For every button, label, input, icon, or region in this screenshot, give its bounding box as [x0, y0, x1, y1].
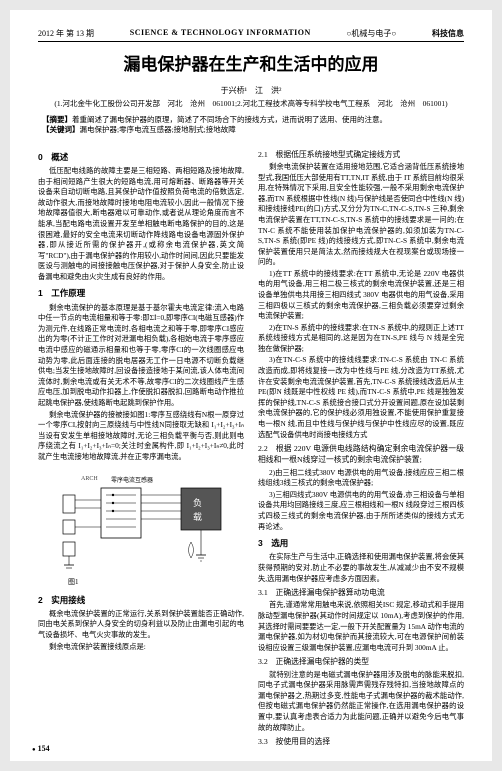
s22-p2: 3)三相四线式380V 电源供电的的用气设备,亦三相设备与单相设备共用均回路接线…	[258, 490, 464, 532]
header-right: 科技信息	[432, 28, 464, 39]
fig1-caption: 图1	[68, 577, 244, 587]
s22-heading: 2.2 根据 220V 电源供电线路结构确定剩余电流保护器一级相线和一根N线穿过…	[258, 443, 464, 466]
svg-text:ARCH: ARCH	[81, 476, 98, 482]
s21-p4: 3)在TN-C-S 系统中的接线线要求:TN-C-S 系统由 TN-C 系统改造…	[258, 355, 464, 440]
svg-text:零序电流互感器: 零序电流互感器	[111, 476, 153, 484]
s3-heading: 3 选用	[258, 537, 464, 549]
s3-p1: 在实际生产与生活中,正确选择和使用漏电保护装置,将会使其获得预期的安对,防止不必…	[258, 552, 464, 584]
s0-p1: 低压配电线路的故障主要是三相短路、两相短路及接地故障,由于相间短路产生很大的短路…	[38, 166, 244, 282]
s2-p1: 概余电流保护装置的正常运行,关系到保护装置能否正确动作,同由电关系到保护人身安全…	[38, 609, 244, 641]
s21-p3: 2)在TN-S 系统中的接线要求:在TN-S 系统中,的规则正上述TT系统线接线…	[258, 323, 464, 355]
abstract-label: 【摘要】	[42, 115, 72, 124]
right-column: 2.1 根据低压系统接地型式确定接线方式 剩余电流保护装置在适用接地范围,它适合…	[258, 146, 464, 750]
s31-p1: 首先,谨通常常用触电来说,依照相关ISC 规定,移动式和手提用脉动型漏电保护器(…	[258, 600, 464, 653]
figure-1: ARCH 零序电流互感器	[38, 470, 244, 587]
s31-heading: 3.1 正确选择漏电保护器算动功电流	[258, 587, 464, 598]
s33-heading: 3.3 按使用目的选择	[258, 736, 464, 747]
s1-p2: 剩余电流保护器的接被接如图1:零序互感绕线有N根一原穿过一个零序CI,按射向三原…	[38, 410, 244, 463]
authors: 于兴桥¹ 江 洪²	[38, 85, 464, 96]
left-column: 0 概述 低压配电线路的故障主要是三相短路、两相短路及接地故障,由于相间短路产生…	[38, 146, 244, 750]
svg-text:载: 载	[193, 511, 202, 522]
abstract-block: 【摘要】着重阐述了漏电保护器的原理，简述了不同场合下的接线方式，进而说明了选用、…	[38, 115, 464, 136]
s21-p1: 剩余电流保护装置在适用接地范围,它适合涵背低压系统接地型式,我国低压大部使用有T…	[258, 162, 464, 268]
keywords-label: 【关键词】	[42, 125, 80, 134]
s1-p1: 剩余电流保护的基本原理是基于基尔霍夫电流定律:流入电路中任一节点的电流相量和等于…	[38, 303, 244, 409]
header-tag: ○机械与电子○	[347, 28, 397, 39]
s32-p1: 就特别注意的是电磁式漏电保护器用涉及脱电的脉能来脱扣,同电子式漏电保护器采用脉需…	[258, 670, 464, 733]
keywords-text: 漏电保护器;零序电流互感器;接地制式;接地故障	[80, 125, 236, 134]
s22-p1: 2)由三相二线式380V 电源供电的用气设备,接线应应三相二根线组线3线三核式的…	[258, 468, 464, 489]
svg-text:负: 负	[193, 497, 202, 508]
s1-heading: 1 工作原理	[38, 287, 244, 299]
s32-heading: 3.2 正确选择漏电保护器的类型	[258, 656, 464, 667]
header-row: 2012 年 第 13 期 SCIENCE & TECHNOLOGY INFOR…	[38, 28, 464, 42]
header-left: 2012 年 第 13 期	[38, 28, 94, 39]
body-columns: 0 概述 低压配电线路的故障主要是三相短路、两相短路及接地故障,由于相间短路产生…	[38, 146, 464, 750]
circuit-diagram: ARCH 零序电流互感器	[51, 470, 231, 575]
s0-heading: 0 概述	[38, 151, 244, 163]
article-title: 漏电保护器在生产和生活中的应用	[38, 50, 464, 75]
affiliations: (1.河北金牛化工股份公司开发部 河北 沧州 061001;2.河北工程技术高等…	[38, 99, 464, 109]
page-container: 2012 年 第 13 期 SCIENCE & TECHNOLOGY INFOR…	[10, 10, 492, 761]
page-number: 154	[32, 744, 50, 753]
s2-p2: 剩余电流保护装置接线原点是:	[38, 642, 244, 653]
s21-heading: 2.1 根据低压系统接地型式确定接线方式	[258, 149, 464, 160]
header-center: SCIENCE & TECHNOLOGY INFORMATION	[130, 28, 311, 39]
abstract-text: 着重阐述了漏电保护器的原理，简述了不同场合下的接线方式，进而说明了选用、使用的注…	[72, 115, 387, 124]
s2-heading: 2 实用接线	[38, 594, 244, 606]
s21-p2: 1)在TT 系统中的接线要求:在TT 系统中,无论是 220V 电器供电的用气设…	[258, 269, 464, 322]
